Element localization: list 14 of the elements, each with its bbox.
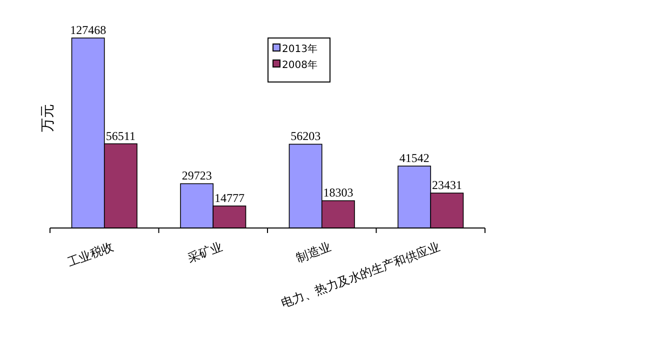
y-axis-title: 万元 — [40, 104, 56, 132]
data-label: 56203 — [290, 129, 321, 144]
data-label: 29723 — [182, 168, 212, 183]
x-tick-label: 制造业 — [294, 240, 333, 266]
x-tick-label: 采矿业 — [186, 240, 224, 266]
legend-label: 2008年 — [282, 59, 318, 71]
data-label: 127468 — [70, 23, 106, 37]
data-label: 23431 — [432, 178, 462, 192]
x-tick-label: 工业税收 — [66, 240, 116, 270]
legend-label: 2013年 — [282, 43, 318, 55]
data-label: 18303 — [323, 186, 354, 200]
data-label: 14777 — [214, 190, 244, 205]
data-label: 56511 — [106, 128, 136, 143]
data-label: 41542 — [399, 151, 430, 166]
